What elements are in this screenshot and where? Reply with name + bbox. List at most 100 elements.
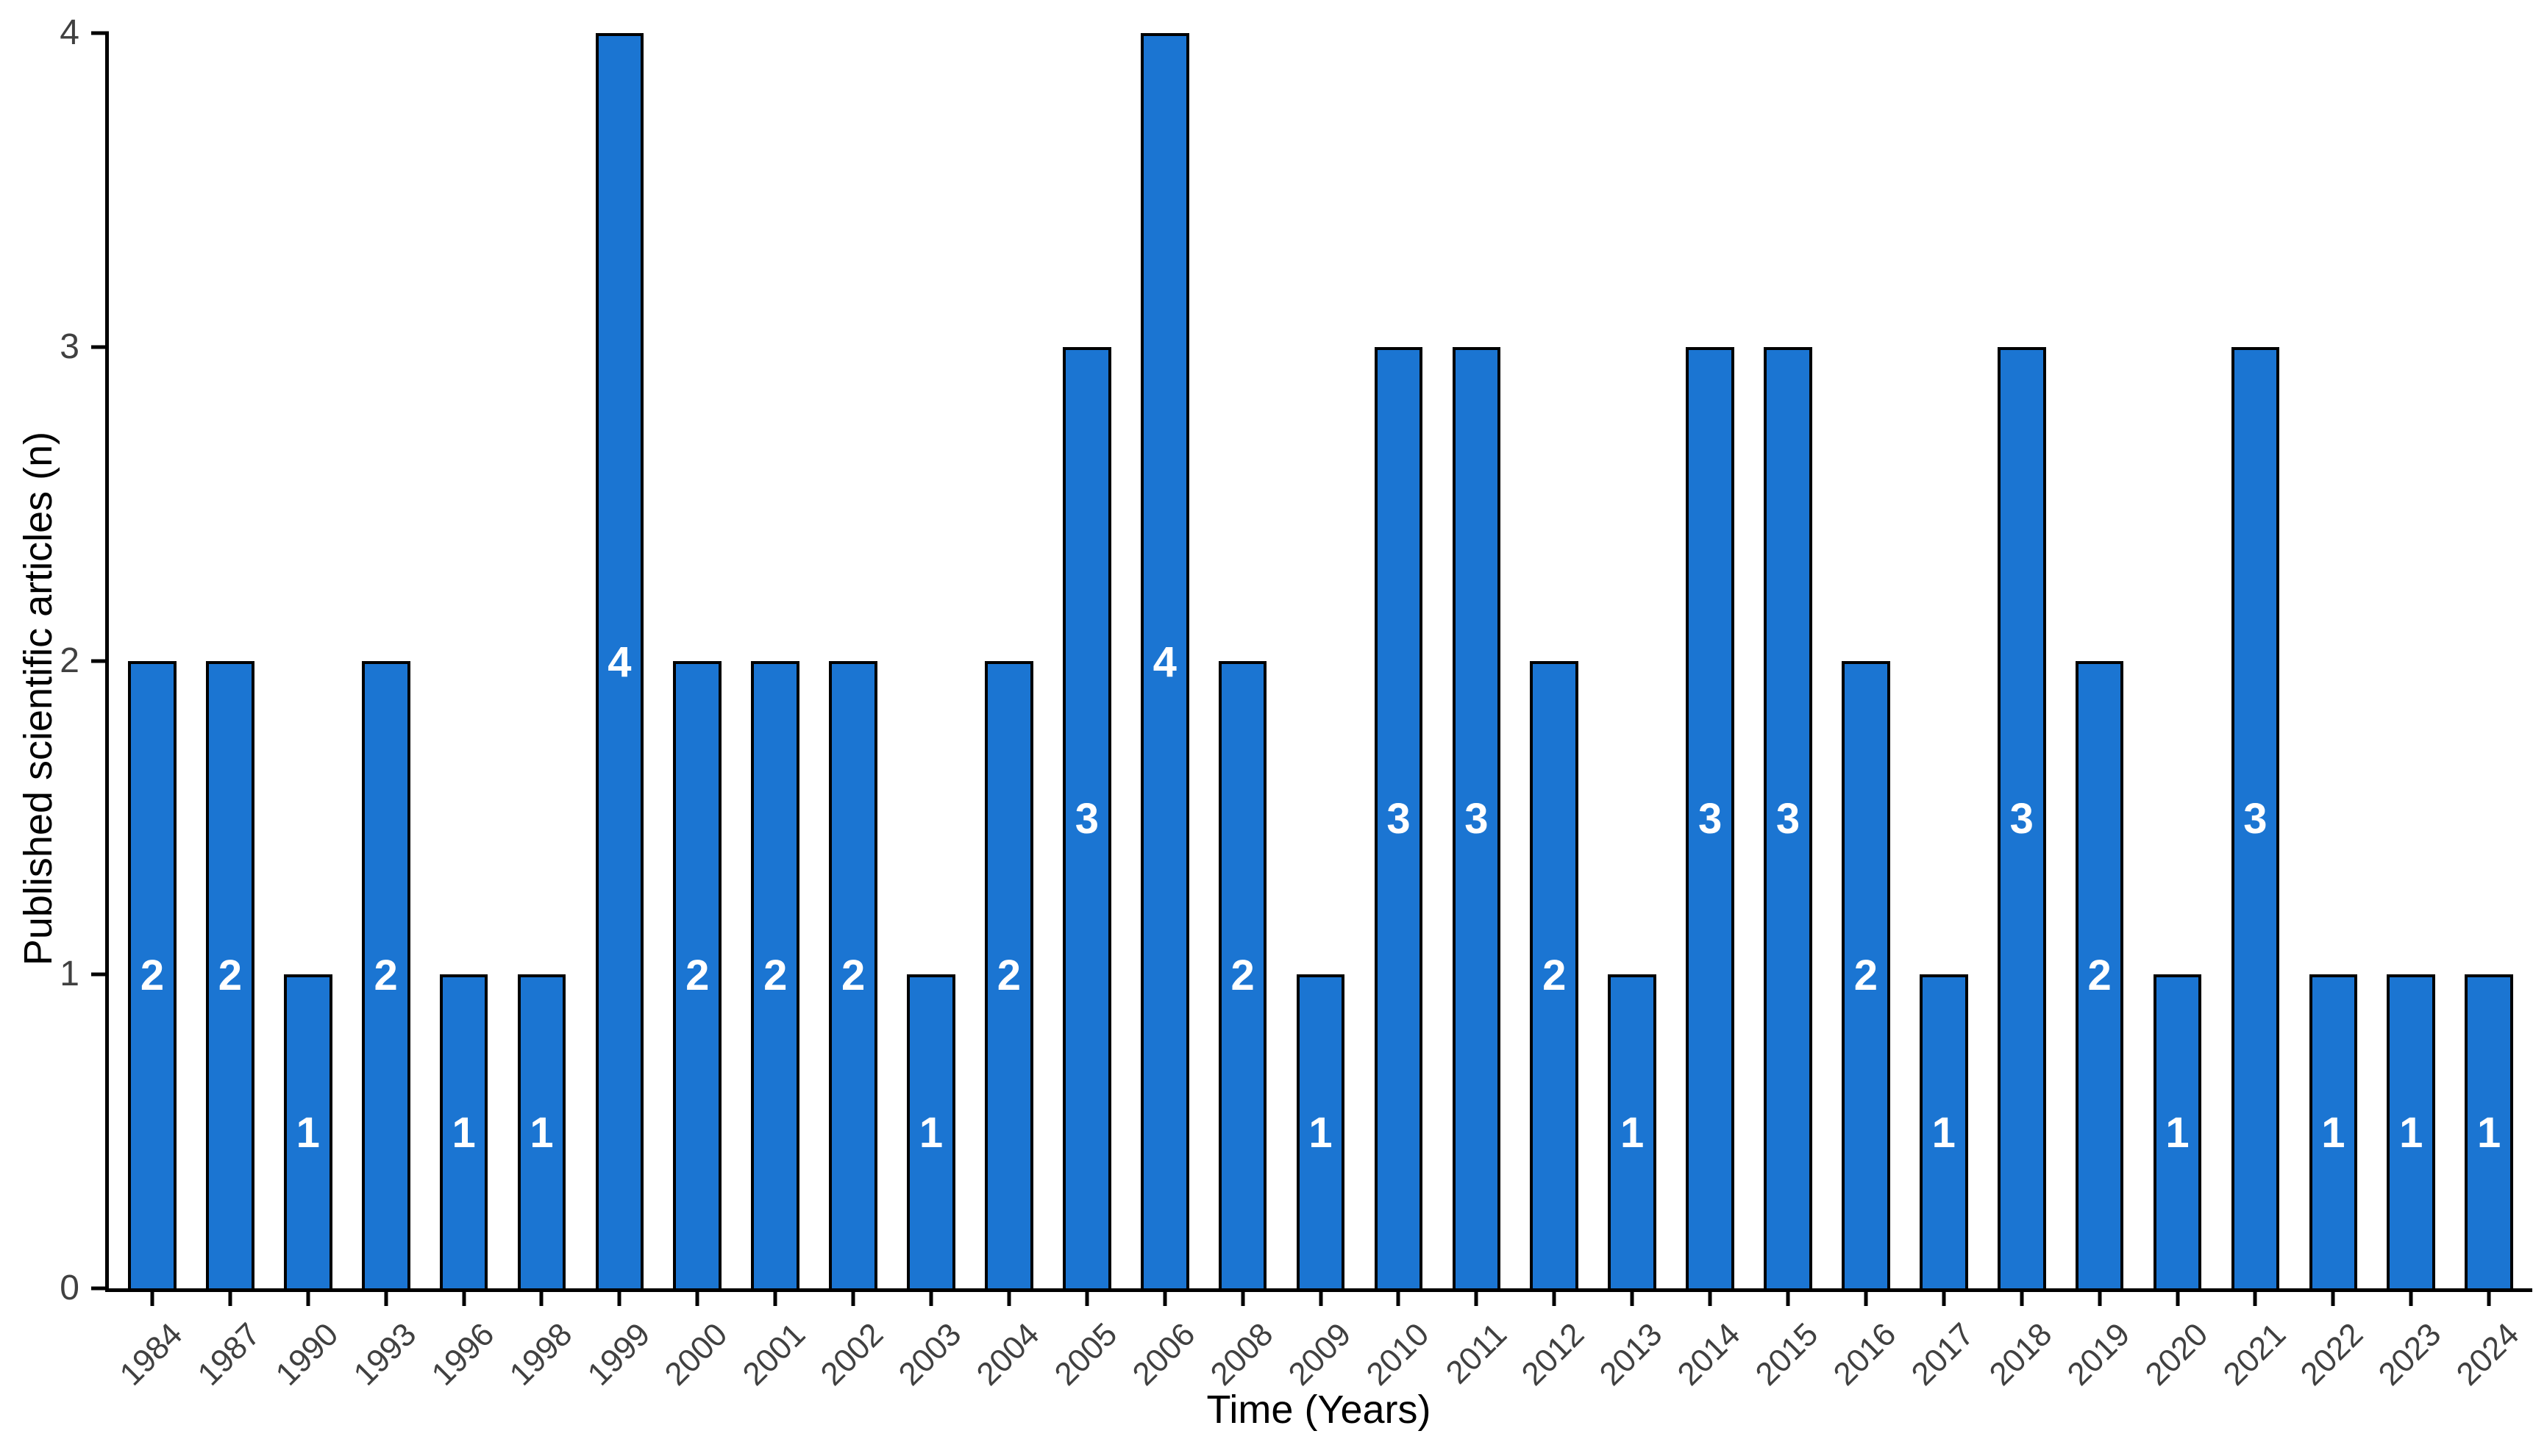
x-tick-label: 2018 [1982,1316,2059,1393]
bar-value-label: 1 [1308,1108,1333,1157]
x-tick-label: 1990 [268,1316,346,1393]
bar: 3 [1686,346,1734,1288]
bar-value-label: 2 [1542,952,1567,1000]
bar-value-label: 3 [1464,794,1489,843]
x-axis-tick [1241,1288,1245,1306]
x-axis-title: Time (Years) [1206,1388,1431,1432]
x-tick-label: 2009 [1281,1316,1358,1393]
bar-column: 2 2004 [970,33,1048,1393]
bar-value-label: 2 [374,952,398,1000]
y-axis-tick [91,345,109,349]
x-axis-tick [1163,1288,1167,1306]
x-axis-tick [1708,1288,1712,1306]
bar-column: 1 1990 [268,33,347,1393]
x-tick-label: 2000 [658,1316,735,1393]
y-axis-tick [91,31,109,35]
bar-column: 3 2021 [2216,33,2294,1393]
bar: 1 [907,974,955,1288]
bars-container: 2 1984 2 1987 1 1990 2 1993 1 1996 1 1998 4 1999 2 2000… [109,33,2532,1393]
x-axis-tick [2020,1288,2024,1306]
x-tick-label: 2004 [969,1316,1047,1393]
bar-value-label: 3 [1698,794,1723,843]
x-axis-tick [2176,1288,2180,1306]
bar-column: 3 2014 [1671,33,1749,1393]
x-tick-label: 2020 [2138,1316,2215,1393]
bar: 1 [517,974,566,1288]
x-axis-tick [462,1288,466,1306]
x-tick-label: 2005 [1047,1316,1125,1393]
x-tick-label: 2023 [2371,1316,2448,1393]
x-axis-tick [773,1288,777,1306]
bar: 3 [1764,346,1812,1288]
bar-column: 3 2015 [1749,33,1827,1393]
bar: 1 [439,974,488,1288]
bar-value-label: 2 [2087,952,2112,1000]
bar-column: 1 2023 [2372,33,2450,1393]
x-tick-label: 2006 [1125,1316,1203,1393]
x-axis-tick [851,1288,855,1306]
bar: 3 [1452,346,1501,1288]
bar: 1 [2153,974,2202,1288]
bar-value-label: 1 [1931,1108,1956,1157]
x-axis-tick [2409,1288,2413,1306]
x-axis-tick [929,1288,933,1306]
bar: 1 [1296,974,1345,1288]
y-tick-label: 2 [60,640,79,680]
plot-area: 2 1984 2 1987 1 1990 2 1993 1 1996 1 1998 4 1999 2 2000… [60,15,2532,1393]
bar: 2 [673,660,722,1288]
x-tick-label: 2008 [1203,1316,1280,1393]
bar: 4 [1140,33,1189,1288]
x-axis-tick [2253,1288,2257,1306]
x-tick-label: 2002 [813,1316,891,1393]
bar: 2 [2075,660,2124,1288]
bar: 3 [1374,346,1423,1288]
bar-column: 2 2000 [658,33,736,1393]
x-axis-tick [228,1288,232,1306]
x-tick-label: 2017 [1904,1316,1981,1393]
x-axis-tick [1630,1288,1634,1306]
x-axis-tick [1007,1288,1011,1306]
x-tick-label: 2012 [1514,1316,1592,1393]
bar: 4 [595,33,644,1288]
bar-column: 1 2020 [2138,33,2217,1393]
x-tick-label: 2001 [735,1316,813,1393]
x-tick-label: 1984 [113,1316,190,1393]
bar: 1 [2387,974,2436,1288]
bar-column: 4 1999 [580,33,658,1393]
x-axis-tick [2331,1288,2335,1306]
x-axis-tick [1396,1288,1400,1306]
bar-column: 2 1984 [113,33,191,1393]
bar-column: 2 2008 [1203,33,1282,1393]
bar-column: 2 2016 [1827,33,1905,1393]
y-tick-label: 0 [60,1268,79,1307]
x-tick-label: 1998 [502,1316,580,1393]
bar: 3 [2231,346,2280,1288]
y-axis-title: Published scientific articles (n) [16,431,60,966]
bar-value-label: 1 [296,1108,320,1157]
y-tick-label: 1 [60,954,79,994]
bar-value-label: 2 [218,952,242,1000]
bar-column: 1 2003 [892,33,970,1393]
bar-value-label: 1 [452,1108,476,1157]
y-axis-tick [91,972,109,977]
x-tick-label: 2013 [1592,1316,1670,1393]
bar-column: 2 2001 [736,33,814,1393]
bar-value-label: 3 [2243,794,2268,843]
bar-value-label: 2 [685,952,710,1000]
bar-value-label: 1 [2477,1108,2501,1157]
bar-value-label: 4 [608,638,632,686]
y-axis-tick [91,659,109,663]
bar: 2 [361,660,410,1288]
bar: 2 [1530,660,1579,1288]
bar-column: 3 2011 [1437,33,1515,1391]
x-axis-tick [1319,1288,1323,1306]
x-tick-label: 2019 [2060,1316,2137,1393]
bar-column: 1 2024 [2450,33,2528,1393]
bar-column: 2 1987 [191,33,269,1393]
x-tick-label: 2022 [2293,1316,2370,1393]
bar-column: 2 2019 [2060,33,2139,1393]
x-tick-label: 2014 [1670,1316,1748,1393]
x-tick-label: 2011 [1439,1316,1514,1391]
x-axis-tick [1552,1288,1556,1306]
